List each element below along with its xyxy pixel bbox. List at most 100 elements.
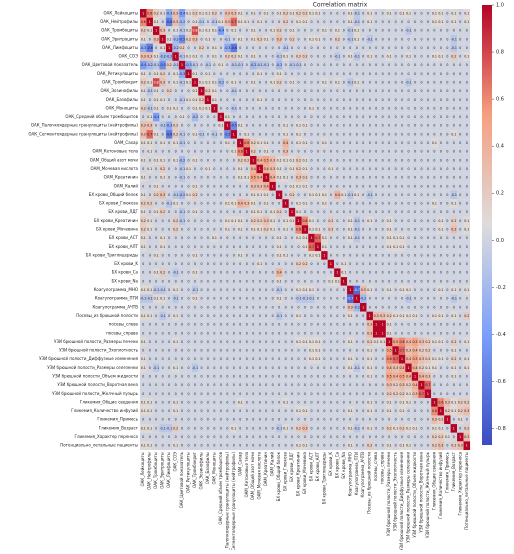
cell-value: 0 [401, 158, 403, 162]
cell-value: 0 [330, 400, 332, 404]
cell [392, 372, 399, 381]
cell-value: 0 [330, 150, 332, 154]
cell [463, 78, 471, 87]
cell [405, 156, 412, 165]
cell-value: 0.1 [302, 167, 307, 171]
cell [191, 337, 199, 347]
cell [250, 380, 257, 390]
cell-value: 0 [330, 297, 332, 301]
cell [295, 147, 302, 157]
cell-value: 0 [446, 314, 448, 318]
cell-value: 0.1 [173, 141, 178, 145]
cell [321, 216, 328, 226]
cell [185, 233, 192, 243]
cell [308, 242, 315, 252]
cell-value: 0 [382, 150, 384, 154]
cell-value: 0 [382, 297, 384, 301]
cell [392, 52, 399, 61]
column-label: УЗИ брюшной полости_Воротная вена [418, 451, 423, 532]
cell-value: 0.1 [290, 158, 295, 162]
cell-value: 0 [375, 72, 377, 76]
cell-value: 0 [336, 314, 338, 318]
cell-value: 0 [304, 253, 306, 257]
cell-value: 0.2 [173, 124, 178, 128]
cell [398, 303, 406, 312]
cell [198, 346, 205, 355]
cell-value: 0 [362, 72, 364, 76]
cell [146, 268, 153, 278]
cell-value: 0 [336, 202, 338, 206]
cell-value: 0 [453, 245, 455, 249]
cell-value: 0 [459, 11, 461, 15]
cell [450, 156, 458, 165]
cell-value: 0 [162, 366, 164, 370]
cell [450, 354, 458, 364]
cell-value: 0 [336, 46, 338, 50]
cell-value: 0 [188, 124, 190, 128]
cell-value: 0.3 [445, 400, 450, 404]
cell [437, 251, 445, 260]
cell [159, 164, 166, 174]
cell [372, 346, 380, 355]
cell-value: 0 [220, 392, 222, 396]
cell [411, 199, 419, 208]
cell-value: 0 [291, 228, 293, 232]
cell-value: 0 [317, 115, 319, 119]
cell-value: 0 [375, 124, 377, 128]
cell-value: 0 [362, 150, 364, 154]
cell-value: 0 [362, 210, 364, 214]
cell-value: 0 [459, 81, 461, 85]
cell [366, 9, 373, 18]
cell-value: 0 [395, 228, 397, 232]
cell [463, 363, 471, 373]
cell [463, 181, 471, 191]
cell-value: 0.1 [400, 288, 405, 292]
cell-value: 0 [433, 72, 435, 76]
cell-value: 0.1 [464, 228, 469, 232]
cell [146, 225, 153, 234]
cell-value: 0 [265, 29, 267, 33]
cell [146, 173, 153, 182]
cell-value: 0 [440, 132, 442, 136]
cell [347, 251, 354, 260]
cell [411, 17, 419, 27]
cell [424, 104, 432, 113]
cell [308, 78, 315, 87]
cell-value: 0 [414, 418, 416, 422]
cell [198, 268, 205, 278]
cell [321, 112, 328, 122]
cell-value: 0 [375, 383, 377, 387]
cell-value: 0.1 [296, 184, 301, 188]
cell-value: 0.1 [302, 288, 307, 292]
cell [230, 259, 238, 269]
cell [211, 43, 218, 53]
cell [165, 372, 173, 381]
cell [340, 277, 348, 286]
cell-value: 0 [149, 210, 151, 214]
cell [334, 86, 341, 96]
cell-value: 0 [310, 150, 312, 154]
cell [191, 60, 199, 70]
cell [372, 285, 380, 295]
cell-value: 0 [427, 81, 429, 85]
cell-value: 0.1 [277, 279, 282, 283]
cell-value: 0.1 [283, 400, 288, 404]
cell-value: 0 [168, 357, 170, 361]
cell-value: 0.1 [141, 366, 146, 370]
cell-value: 0 [310, 331, 312, 335]
cell-value: 0 [162, 20, 164, 24]
cell [191, 34, 199, 44]
cell [405, 60, 412, 70]
cell [405, 164, 412, 174]
cell [211, 233, 218, 243]
cell [405, 337, 412, 347]
cell [250, 285, 257, 295]
cell [457, 398, 464, 407]
cell-value: 0.1 [432, 11, 437, 15]
cell [198, 337, 205, 347]
cell [243, 320, 251, 329]
cell-value: 0 [362, 158, 364, 162]
cell-value: 0.1 [354, 193, 359, 197]
cell-value: 0 [200, 340, 202, 344]
cell [418, 199, 425, 208]
